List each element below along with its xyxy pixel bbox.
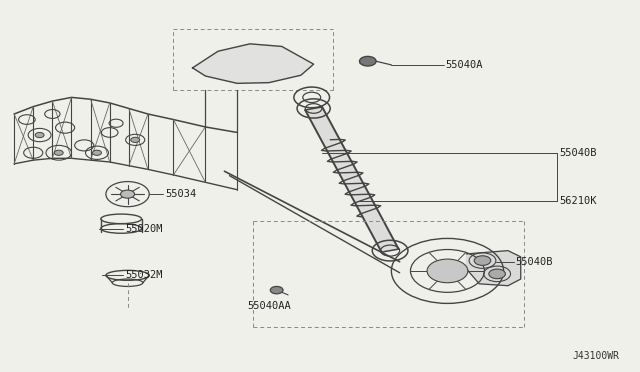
Polygon shape: [467, 251, 521, 286]
Text: 55040B: 55040B: [516, 257, 553, 267]
Circle shape: [120, 190, 134, 198]
Circle shape: [131, 137, 140, 142]
Text: 56210K: 56210K: [559, 196, 596, 206]
Polygon shape: [305, 107, 399, 252]
Circle shape: [93, 150, 101, 155]
Text: J43100WR: J43100WR: [573, 352, 620, 361]
Circle shape: [54, 150, 63, 155]
Text: 55032M: 55032M: [125, 270, 163, 280]
Circle shape: [360, 57, 376, 66]
Text: 55040A: 55040A: [445, 60, 483, 70]
Circle shape: [35, 132, 44, 138]
Text: 55040AA: 55040AA: [247, 301, 291, 311]
Polygon shape: [193, 44, 314, 83]
Circle shape: [474, 256, 491, 265]
Circle shape: [270, 286, 283, 294]
Circle shape: [489, 269, 506, 279]
Text: 55034: 55034: [165, 189, 196, 199]
Text: 55040B: 55040B: [559, 148, 596, 158]
Text: 55020M: 55020M: [125, 224, 163, 234]
Circle shape: [427, 259, 468, 283]
